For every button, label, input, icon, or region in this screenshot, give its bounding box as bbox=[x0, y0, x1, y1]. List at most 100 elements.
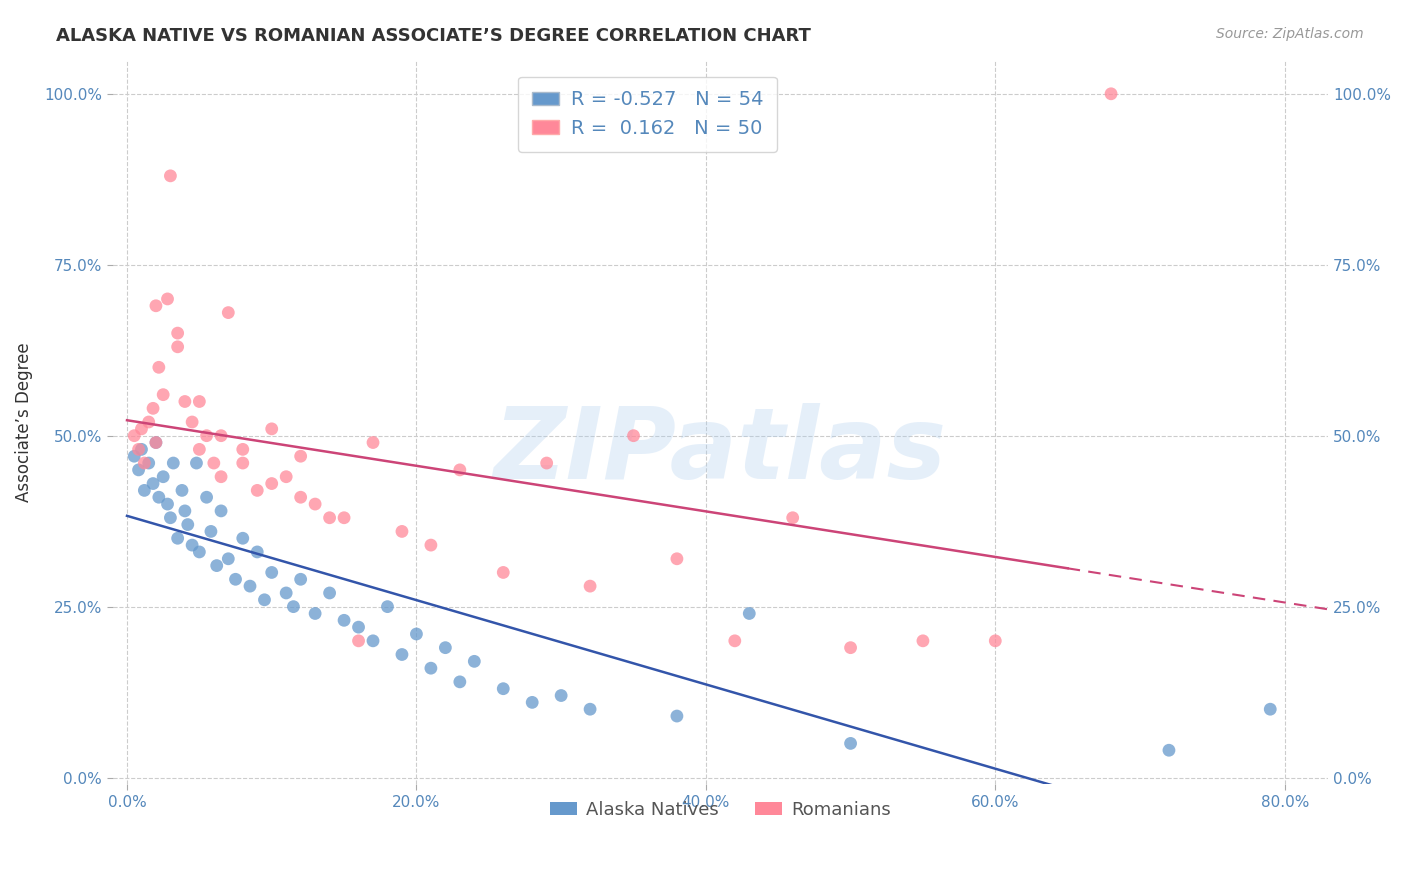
Point bbox=[232, 456, 254, 470]
Point bbox=[304, 497, 326, 511]
Point bbox=[579, 702, 602, 716]
Point bbox=[166, 531, 188, 545]
Point bbox=[361, 633, 384, 648]
Point bbox=[134, 456, 156, 470]
Point bbox=[304, 607, 326, 621]
Point bbox=[724, 633, 747, 648]
Point bbox=[246, 545, 269, 559]
Point bbox=[290, 490, 312, 504]
Point bbox=[159, 169, 181, 183]
Point bbox=[209, 428, 232, 442]
Point bbox=[142, 476, 165, 491]
Point bbox=[152, 387, 174, 401]
Point bbox=[434, 640, 457, 655]
Point bbox=[209, 469, 232, 483]
Point bbox=[166, 340, 188, 354]
Point bbox=[209, 504, 232, 518]
Point bbox=[145, 435, 167, 450]
Point bbox=[276, 469, 298, 483]
Point bbox=[200, 524, 222, 539]
Point bbox=[239, 579, 262, 593]
Point bbox=[419, 538, 441, 552]
Text: Source: ZipAtlas.com: Source: ZipAtlas.com bbox=[1216, 27, 1364, 41]
Point bbox=[536, 456, 558, 470]
Point bbox=[333, 613, 356, 627]
Point bbox=[911, 633, 934, 648]
Point bbox=[347, 620, 370, 634]
Point bbox=[377, 599, 399, 614]
Point bbox=[738, 607, 761, 621]
Point bbox=[138, 456, 160, 470]
Point bbox=[276, 586, 298, 600]
Point bbox=[162, 456, 184, 470]
Point bbox=[839, 640, 862, 655]
Point bbox=[1157, 743, 1180, 757]
Point bbox=[128, 442, 150, 457]
Point bbox=[550, 689, 572, 703]
Point bbox=[188, 442, 211, 457]
Point bbox=[449, 674, 471, 689]
Point bbox=[492, 681, 515, 696]
Point bbox=[186, 456, 208, 470]
Point bbox=[839, 736, 862, 750]
Point bbox=[188, 545, 211, 559]
Point bbox=[225, 572, 247, 586]
Point bbox=[131, 442, 153, 457]
Point bbox=[984, 633, 1007, 648]
Point bbox=[181, 538, 204, 552]
Point bbox=[260, 476, 283, 491]
Point bbox=[188, 394, 211, 409]
Text: ZIPatlas: ZIPatlas bbox=[494, 402, 946, 500]
Point bbox=[232, 531, 254, 545]
Text: ALASKA NATIVE VS ROMANIAN ASSOCIATE’S DEGREE CORRELATION CHART: ALASKA NATIVE VS ROMANIAN ASSOCIATE’S DE… bbox=[56, 27, 811, 45]
Point bbox=[148, 360, 170, 375]
Point bbox=[665, 709, 688, 723]
Point bbox=[391, 648, 413, 662]
Point bbox=[122, 428, 145, 442]
Point bbox=[1099, 87, 1122, 101]
Point bbox=[290, 449, 312, 463]
Point bbox=[449, 463, 471, 477]
Point bbox=[283, 599, 305, 614]
Point bbox=[782, 510, 804, 524]
Point bbox=[122, 449, 145, 463]
Point bbox=[195, 490, 218, 504]
Point bbox=[152, 469, 174, 483]
Point bbox=[232, 442, 254, 457]
Point bbox=[522, 695, 544, 709]
Point bbox=[492, 566, 515, 580]
Point bbox=[173, 504, 195, 518]
Point bbox=[318, 586, 340, 600]
Point bbox=[217, 551, 239, 566]
Point bbox=[142, 401, 165, 416]
Point bbox=[419, 661, 441, 675]
Point bbox=[170, 483, 193, 498]
Point bbox=[145, 299, 167, 313]
Point bbox=[195, 428, 218, 442]
Point bbox=[347, 633, 370, 648]
Point bbox=[361, 435, 384, 450]
Point bbox=[1258, 702, 1281, 716]
Point bbox=[145, 435, 167, 450]
Point bbox=[253, 592, 276, 607]
Point bbox=[138, 415, 160, 429]
Point bbox=[159, 510, 181, 524]
Point bbox=[391, 524, 413, 539]
Point bbox=[290, 572, 312, 586]
Point bbox=[333, 510, 356, 524]
Point bbox=[156, 292, 179, 306]
Point bbox=[579, 579, 602, 593]
Point bbox=[665, 551, 688, 566]
Point bbox=[177, 517, 200, 532]
Point bbox=[166, 326, 188, 340]
Point bbox=[134, 483, 156, 498]
Point bbox=[260, 566, 283, 580]
Point bbox=[181, 415, 204, 429]
Point bbox=[623, 428, 645, 442]
Point bbox=[463, 654, 485, 668]
Point bbox=[156, 497, 179, 511]
Point bbox=[260, 422, 283, 436]
Point bbox=[173, 394, 195, 409]
Point bbox=[148, 490, 170, 504]
Legend: Alaska Natives, Romanians: Alaska Natives, Romanians bbox=[543, 794, 898, 826]
